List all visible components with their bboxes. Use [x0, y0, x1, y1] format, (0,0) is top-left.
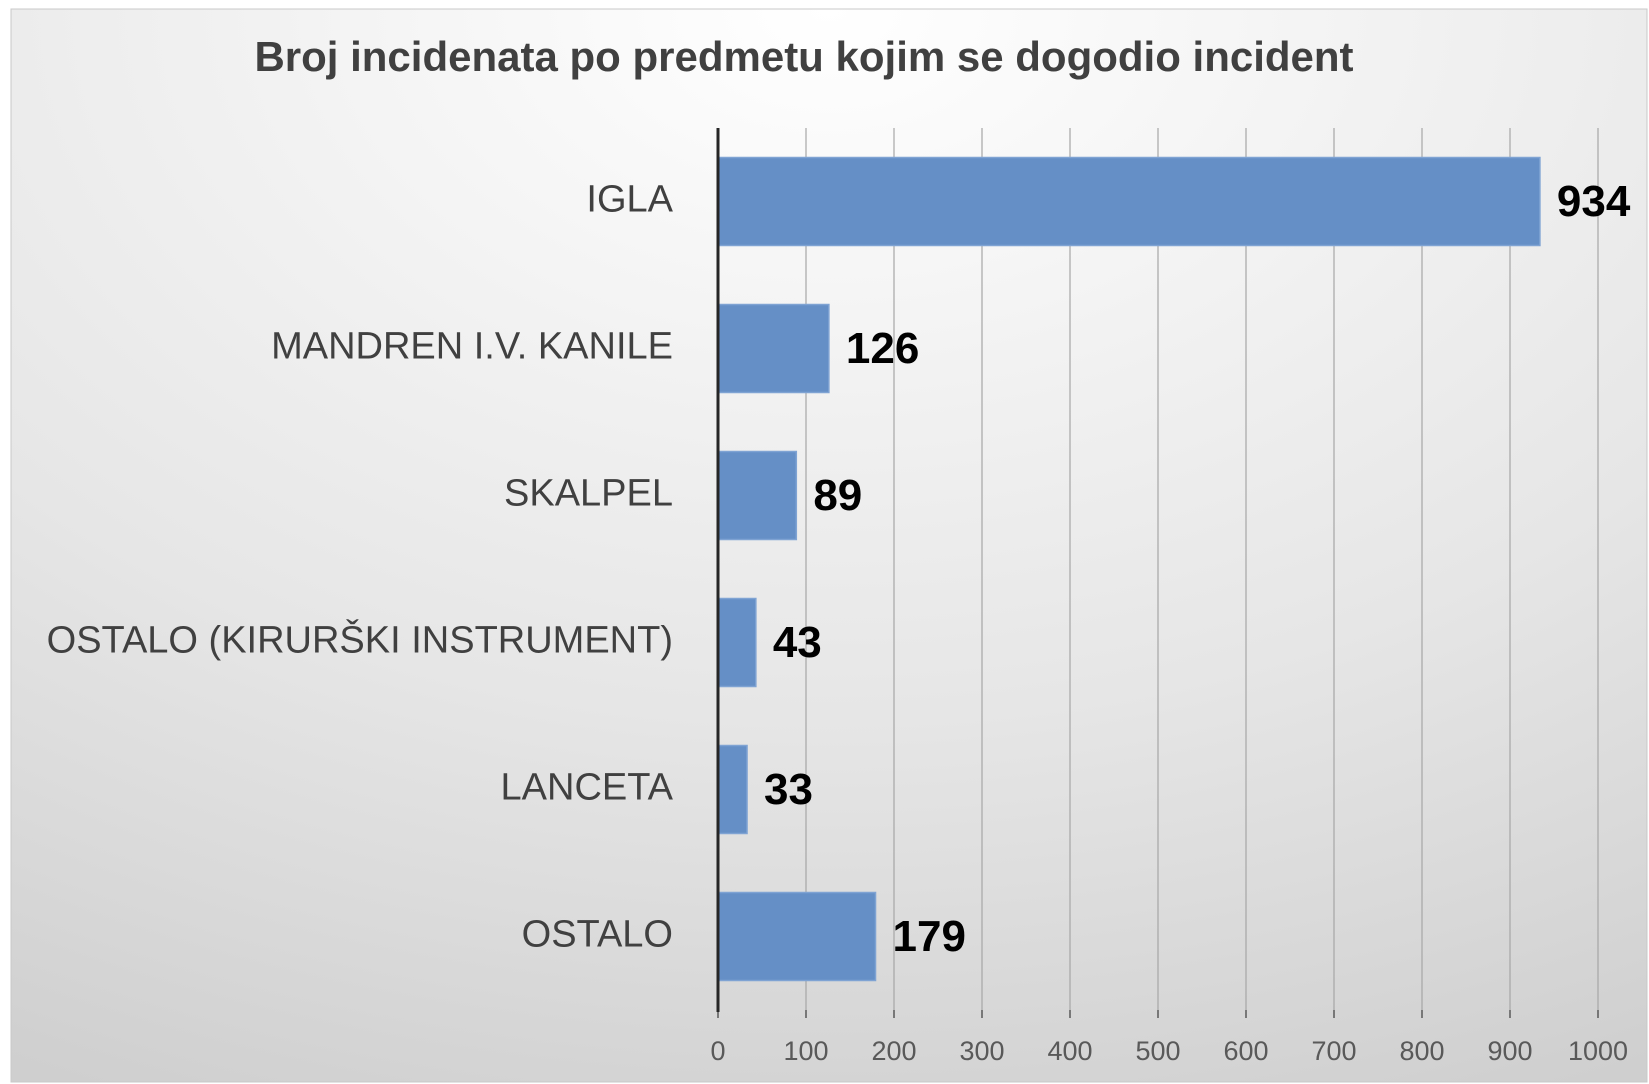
y-tick-label: IGLA — [586, 179, 673, 221]
y-tick-label: SKALPEL — [504, 473, 673, 515]
x-tick-label: 300 — [959, 1036, 1004, 1066]
bar — [717, 303, 830, 394]
y-tick-label: MANDREN I.V. KANILE — [271, 326, 673, 368]
data-label: 89 — [813, 471, 862, 520]
x-tick-label: 800 — [1399, 1036, 1444, 1066]
x-tick-label: 700 — [1311, 1036, 1356, 1066]
y-tick-label: LANCETA — [501, 767, 674, 809]
x-tick-label: 900 — [1487, 1036, 1532, 1066]
data-label: 43 — [773, 618, 822, 667]
x-tick-label: 1000 — [1568, 1036, 1628, 1066]
x-tick-label: 100 — [783, 1036, 828, 1066]
bar — [717, 450, 798, 541]
x-tick-label: 0 — [710, 1036, 725, 1066]
bar — [717, 891, 877, 982]
x-tick-label: 500 — [1135, 1036, 1180, 1066]
y-tick-label: OSTALO — [522, 914, 673, 956]
bar — [717, 597, 757, 688]
y-tick-label: OSTALO (KIRURŠKI INSTRUMENT) — [47, 618, 673, 662]
data-label: 934 — [1557, 177, 1631, 226]
x-tick-label: 200 — [871, 1036, 916, 1066]
bar — [717, 744, 748, 835]
x-tick-label: 600 — [1223, 1036, 1268, 1066]
bars: 934 126 89 43 33 179 — [717, 156, 1631, 982]
data-label: 33 — [764, 765, 813, 814]
bar — [717, 156, 1541, 247]
x-tick-label: 400 — [1047, 1036, 1092, 1066]
data-label: 126 — [846, 324, 919, 373]
chart-title: Broj incidenata po predmetu kojim se dog… — [254, 33, 1353, 80]
data-label: 179 — [893, 912, 966, 961]
